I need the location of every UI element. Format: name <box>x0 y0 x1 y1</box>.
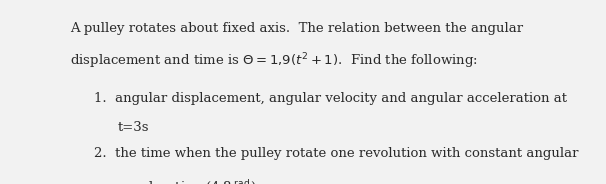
Text: t=3s: t=3s <box>118 121 150 135</box>
Text: 2.  the time when the pulley rotate one revolution with constant angular: 2. the time when the pulley rotate one r… <box>94 147 579 160</box>
Text: acceleration (4,8$\,\frac{\mathrm{rad}}{s^2}$): acceleration (4,8$\,\frac{\mathrm{rad}}{… <box>118 177 257 184</box>
Text: displacement and time is $\Theta = 1{,}9(t^2 + 1)$.  Find the following:: displacement and time is $\Theta = 1{,}9… <box>70 52 478 71</box>
Text: A pulley rotates about fixed axis.  The relation between the angular: A pulley rotates about fixed axis. The r… <box>70 22 523 35</box>
Text: 1.  angular displacement, angular velocity and angular acceleration at: 1. angular displacement, angular velocit… <box>94 92 567 105</box>
